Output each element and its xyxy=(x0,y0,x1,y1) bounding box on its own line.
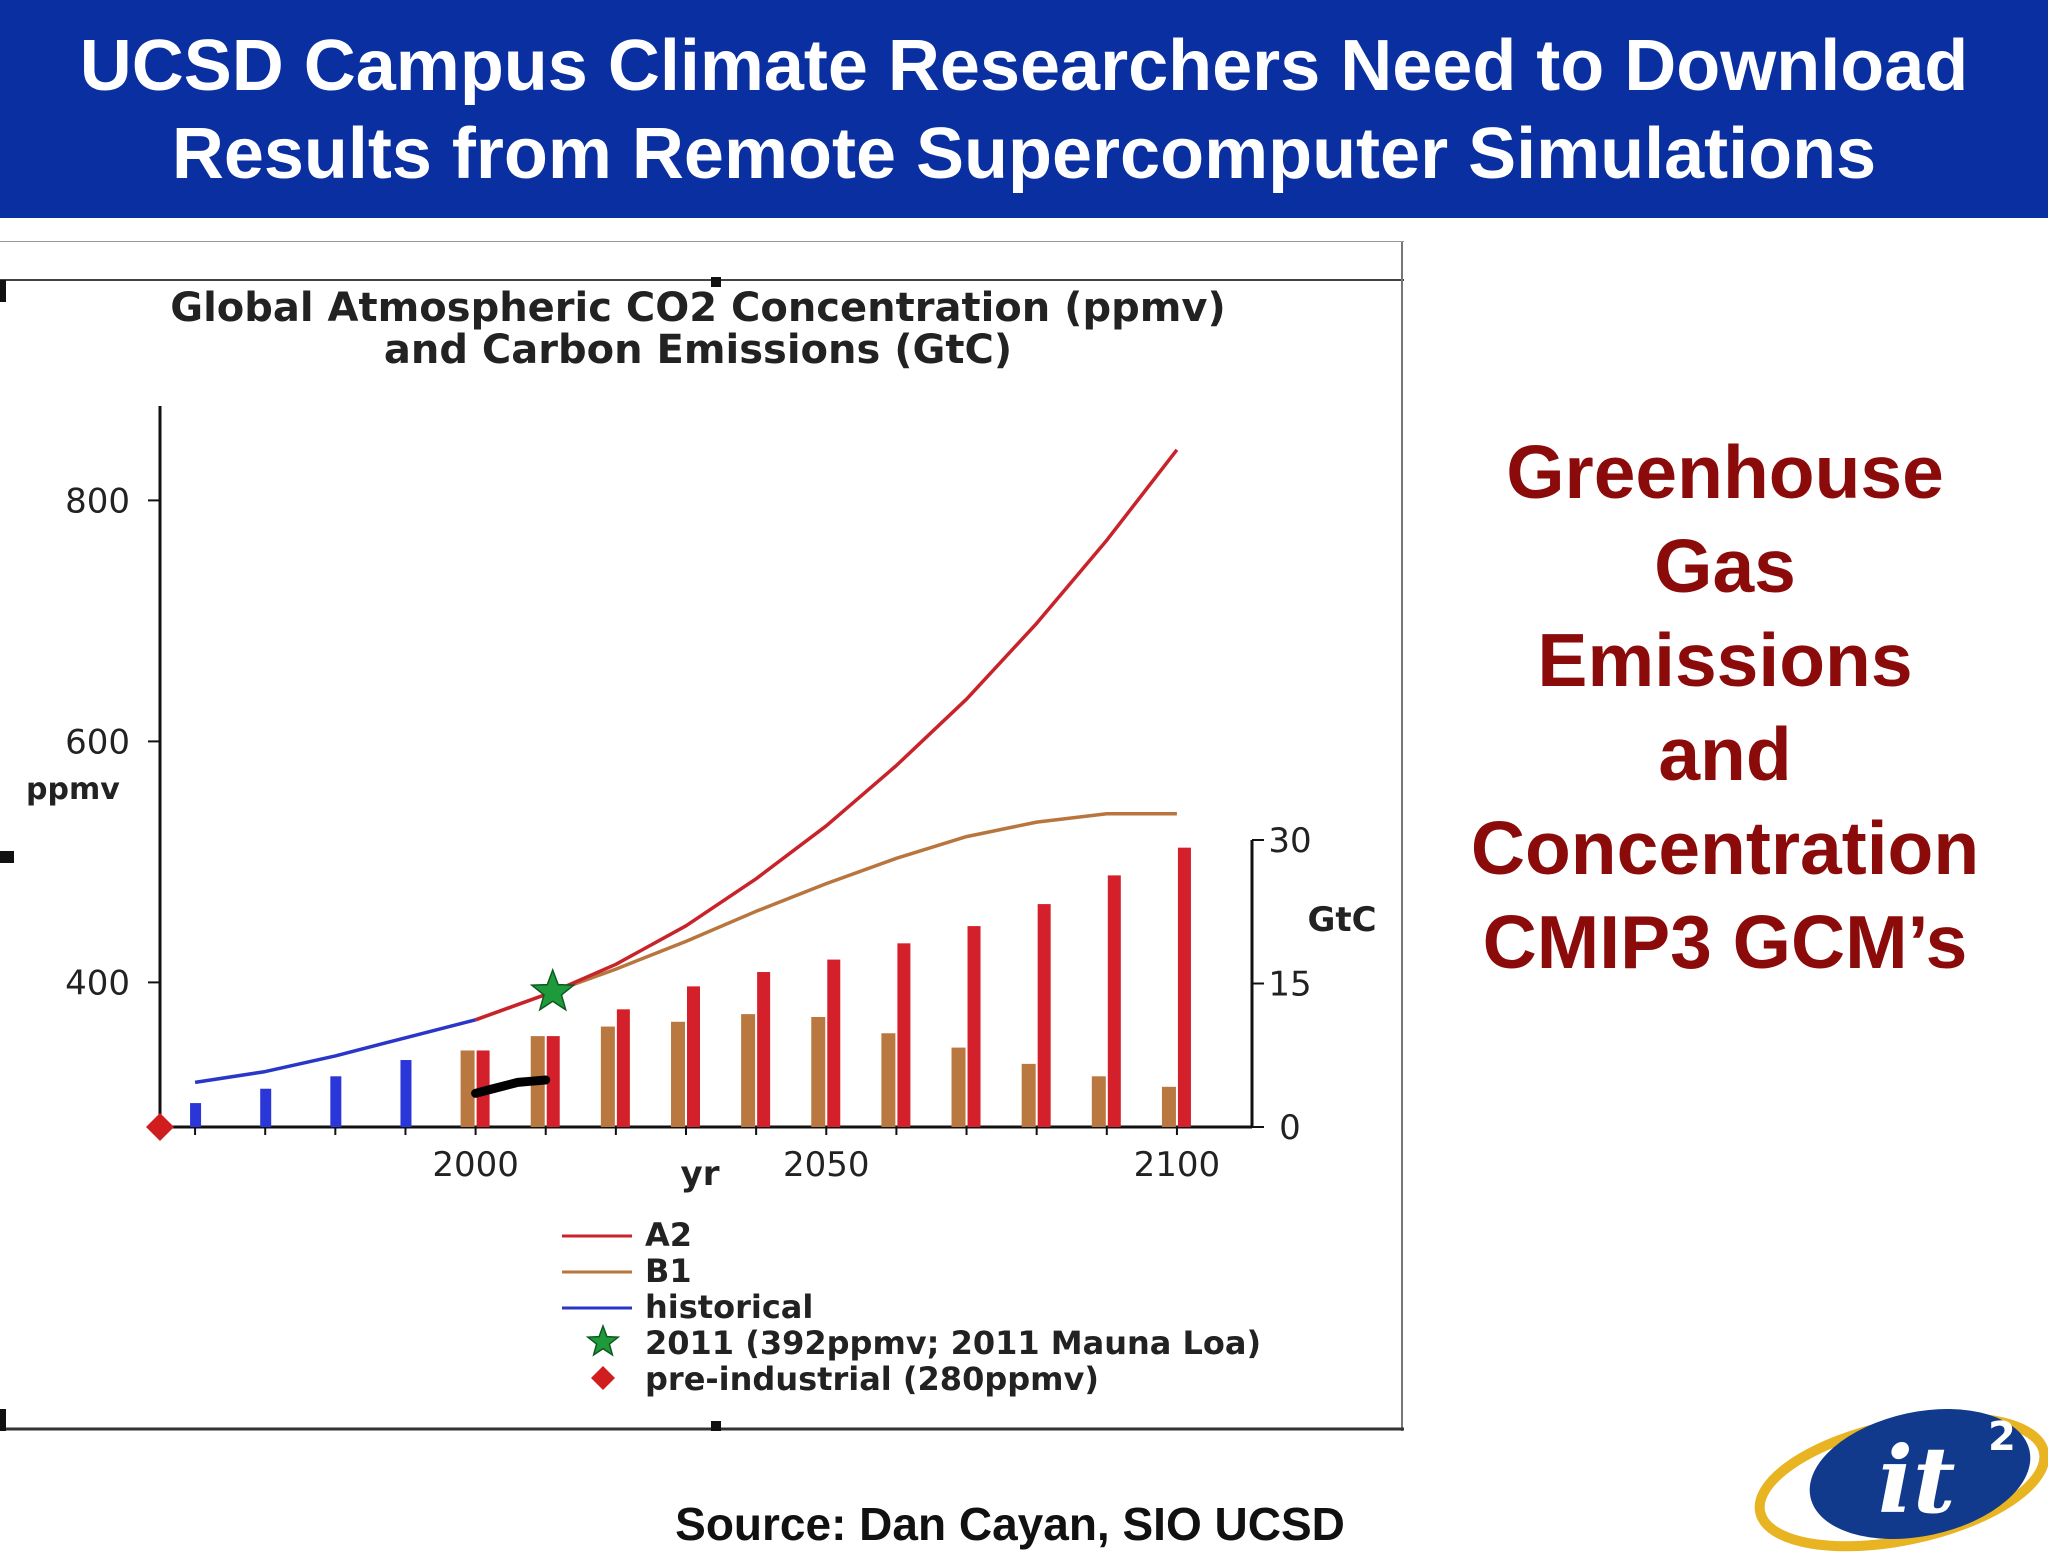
y-right-tick-label: 0 xyxy=(1279,1108,1301,1148)
legend-label: historical xyxy=(645,1288,813,1326)
y-left-tick-label: 600 xyxy=(65,722,130,762)
legend-label: B1 xyxy=(645,1252,692,1290)
observed-points-line xyxy=(471,1075,551,1098)
legend-label: A2 xyxy=(645,1216,692,1254)
it2-logo: it 2 xyxy=(1754,1409,2048,1552)
b1-line xyxy=(475,811,1177,1022)
b1-emission-bar xyxy=(811,1016,826,1127)
b1-emission-bar xyxy=(671,1021,685,1127)
logo-text: it xyxy=(1878,1426,1955,1534)
b1-emission-bar xyxy=(600,1026,615,1127)
emission-bars xyxy=(190,847,1191,1127)
a2-emission-bar xyxy=(967,926,981,1127)
legend-label: pre-industrial (280ppmv) xyxy=(645,1360,1099,1398)
title-bar: UCSD Campus Climate Researchers Need to … xyxy=(0,0,2048,218)
a2-line xyxy=(475,448,1179,1022)
frame-tick xyxy=(0,280,6,302)
y-left-tick-label: 800 xyxy=(65,481,130,521)
a2-emission-bar xyxy=(757,972,771,1127)
side-caption-line: and xyxy=(1658,712,1792,796)
x-axis-label: yr xyxy=(681,1154,720,1194)
b1-emission-bar xyxy=(460,1050,475,1127)
frame-tick xyxy=(711,1421,721,1431)
slide-title-line-1: UCSD Campus Climate Researchers Need to … xyxy=(79,26,1969,106)
historical-emission-bar xyxy=(260,1088,272,1127)
chart-frame-lines xyxy=(0,241,1404,1431)
markers xyxy=(146,967,576,1141)
historical-emission-bar xyxy=(400,1060,412,1127)
logo-superscript: 2 xyxy=(1988,1414,2016,1460)
y-right-tick-label: 15 xyxy=(1268,965,1311,1005)
y-left-axis-label: ppmv xyxy=(26,772,120,807)
historical-emission-bar xyxy=(190,1103,202,1127)
side-caption-line: Greenhouse xyxy=(1506,430,1944,514)
frame-tick xyxy=(711,277,721,287)
side-caption-line: Emissions xyxy=(1537,618,1913,702)
legend-label: 2011 (392ppmv; 2011 Mauna Loa) xyxy=(645,1324,1261,1362)
a2-emission-bar xyxy=(616,1009,630,1127)
b1-emission-bar xyxy=(951,1047,966,1127)
frame-tick xyxy=(0,1409,6,1431)
a2-emission-bar xyxy=(687,986,700,1127)
b1-emission-bar xyxy=(1091,1076,1106,1127)
b1-emission-bar xyxy=(741,1014,756,1127)
side-caption-line: Concentration xyxy=(1470,806,1980,890)
legend-star-icon xyxy=(585,1323,621,1357)
side-caption-line: CMIP3 GCM’s xyxy=(1482,900,1968,984)
y-right-axis-label: GtC xyxy=(1307,900,1376,940)
concentration-lines xyxy=(194,448,1179,1098)
side-caption-line: Gas xyxy=(1654,524,1796,608)
source-credit: Source: Dan Cayan, SIO UCSD xyxy=(675,1498,1345,1550)
a2-emission-bar xyxy=(1107,875,1121,1127)
a2-emission-bar xyxy=(546,1036,560,1127)
chart-title-line-2: and Carbon Emissions (GtC) xyxy=(384,327,1012,373)
a2-emission-bar xyxy=(1177,847,1191,1127)
x-tick-label: 2050 xyxy=(783,1145,870,1185)
y-left-tick-label: 400 xyxy=(65,963,130,1003)
co2-chart: Global Atmospheric CO2 Concentration (pp… xyxy=(0,241,1404,1431)
x-tick-label: 2000 xyxy=(432,1145,519,1185)
b1-emission-bar xyxy=(881,1033,896,1127)
chart-panel: Global Atmospheric CO2 Concentration (pp… xyxy=(0,241,1404,1431)
axes: 400 600 800 0 15 30 2000 2050 2100 yr ppmv GtC xyxy=(26,406,1377,1194)
side-caption: Greenhouse Gas Emissions and Concentrati… xyxy=(1430,425,2020,989)
historical-line xyxy=(194,1018,477,1085)
b1-emission-bar xyxy=(1161,1086,1176,1127)
pre-industrial-diamond xyxy=(146,1113,174,1141)
a2-emission-bar xyxy=(827,959,841,1127)
historical-emission-bar xyxy=(330,1076,342,1127)
y-right-tick-label: 30 xyxy=(1268,821,1311,861)
x-tick-label: 2100 xyxy=(1134,1145,1221,1185)
b1-emission-bar xyxy=(1021,1063,1036,1127)
a2-emission-bar xyxy=(1037,904,1051,1127)
logo-disc xyxy=(1809,1409,2031,1539)
slide-title-line-2: Results from Remote Supercomputer Simula… xyxy=(171,114,1877,194)
legend-diamond-icon xyxy=(591,1366,615,1390)
mauna-loa-2011-star xyxy=(529,967,576,1012)
chart-title-line-1: Global Atmospheric CO2 Concentration (pp… xyxy=(170,285,1226,331)
frame-tick xyxy=(0,851,14,863)
a2-emission-bar xyxy=(897,943,911,1127)
